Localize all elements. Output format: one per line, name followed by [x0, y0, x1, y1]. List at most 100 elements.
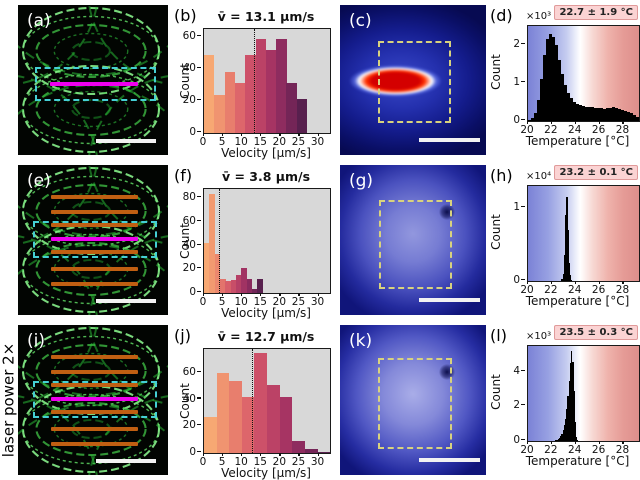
histogram-bar: [551, 37, 555, 121]
y-tick-label: 40: [182, 62, 196, 75]
velocity-histogram-b: (b) v̄ = 13.1 μm/s Count 0 20 40 60 0 5 10 15 2…: [172, 2, 334, 160]
panel-label: (d): [490, 6, 513, 25]
histogram-bar: [562, 430, 564, 441]
x-tick-label: 15: [253, 296, 267, 308]
scale-bar: [418, 137, 481, 142]
x-tick-mark: [241, 133, 243, 136]
scale-bar: [418, 457, 481, 462]
hot-spot-graphic: [348, 65, 443, 97]
histogram-bar: [576, 440, 579, 441]
histogram-bar: [254, 353, 268, 453]
reference-line-trace: [51, 409, 138, 414]
side-label-text: laser power 2×: [0, 342, 18, 458]
reference-line-trace: [51, 210, 138, 214]
histogram-bar: [561, 278, 563, 281]
histogram-bar: [560, 436, 562, 441]
x-tick-mark: [298, 453, 300, 456]
x-tick-mark: [279, 453, 281, 456]
histogram-bar: [204, 54, 215, 133]
histogram-bar: [569, 363, 572, 441]
x-tick-label: 24: [568, 124, 582, 136]
histogram-bar: [572, 102, 576, 121]
histogram-plot-area: [527, 185, 640, 282]
y-tick-mark: [521, 80, 525, 82]
x-tick-mark: [260, 293, 262, 296]
mean-velocity-title: v̄ = 12.7 μm/s: [217, 329, 315, 344]
thermal-map-g: (g): [340, 165, 486, 315]
histogram-bar: [542, 54, 547, 121]
x-tick-mark: [317, 453, 319, 456]
histogram-bar: [573, 390, 575, 441]
y-tick-label: 0: [189, 126, 196, 138]
histogram-bar: [566, 409, 568, 441]
histogram-plot-area: [527, 25, 640, 122]
y-tick-mark: [197, 290, 201, 292]
histogram-bar: [570, 279, 573, 281]
x-tick-label: 20: [520, 444, 534, 456]
thermal-map-c: (c): [340, 5, 486, 155]
histogram-bar: [555, 440, 557, 441]
scale-bar: [96, 299, 156, 303]
histogram-bar: [566, 92, 570, 121]
histogram-bar: [257, 278, 263, 293]
histogram-plot-area: [203, 348, 331, 454]
histogram-bar: [225, 281, 231, 293]
x-tick-label: 25: [291, 136, 306, 148]
histogram-bar: [559, 437, 561, 441]
roi-box-yellow: [377, 358, 453, 449]
reference-line-trace: [51, 249, 138, 254]
x-tick-label: 22: [544, 284, 558, 296]
histogram-bar: [561, 433, 563, 441]
y-tick-mark: [521, 42, 525, 44]
reference-line-trace: [51, 382, 138, 387]
x-axis-label: Temperature [°C]: [525, 134, 630, 148]
x-axis-label: Temperature [°C]: [525, 294, 630, 308]
histogram-bar: [530, 117, 535, 121]
y-tick-label: 40: [182, 238, 196, 251]
y-tick-mark: [197, 424, 201, 426]
x-tick-mark: [317, 133, 319, 136]
histogram-bar: [241, 268, 247, 293]
x-tick-label: 28: [615, 444, 630, 456]
x-tick-label: 22: [544, 444, 558, 456]
y-axis-ticks: 0 2 4: [504, 345, 525, 446]
x-tick-label: 20: [272, 296, 287, 308]
scale-bar: [96, 139, 156, 143]
x-axis-ticks: 20 22 24 26 28: [520, 281, 638, 296]
y-tick-label: 0: [189, 446, 196, 458]
histogram-bar: [614, 107, 618, 121]
heating-line-trace: [51, 237, 138, 241]
x-tick-mark: [574, 281, 576, 284]
reference-line-trace: [51, 267, 138, 271]
y-tick-label: 0: [189, 286, 196, 298]
x-tick-mark: [598, 281, 600, 284]
histogram-bar: [567, 396, 569, 441]
x-tick-mark: [203, 453, 205, 456]
roi-box-cyan: [34, 66, 156, 101]
y-tick-label: 20: [182, 94, 196, 107]
x-tick-label: 20: [272, 456, 287, 468]
scale-bar: [96, 459, 156, 463]
histogram-bar: [539, 79, 544, 121]
histogram-bar: [581, 105, 585, 121]
x-axis-label: Temperature [°C]: [525, 454, 630, 468]
x-tick-mark: [622, 281, 624, 284]
y-tick-mark: [197, 130, 201, 132]
x-tick-mark: [203, 293, 205, 296]
reference-line-trace: [51, 427, 138, 431]
histogram-bar: [279, 397, 293, 453]
histogram-bar: [557, 60, 561, 121]
reference-line-trace: [51, 370, 138, 374]
x-tick-mark: [622, 121, 624, 124]
x-tick-label: 30: [310, 296, 325, 308]
histogram-bar: [560, 73, 564, 121]
x-axis-ticks: 20 22 24 26 28: [520, 441, 638, 456]
histogram-bar: [236, 275, 242, 293]
histogram-bar: [255, 38, 267, 133]
y-tick-mark: [197, 34, 201, 36]
histogram-bar: [578, 105, 582, 121]
histogram-bar: [584, 106, 588, 121]
x-tick-mark: [222, 453, 224, 456]
y-tick-label: 1: [513, 200, 520, 213]
